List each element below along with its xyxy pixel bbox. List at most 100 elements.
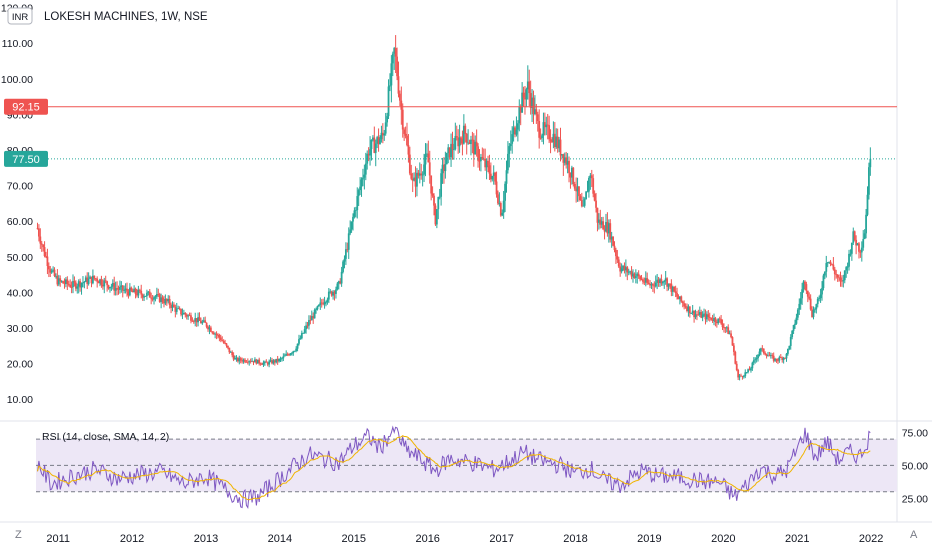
candle-body	[271, 360, 273, 364]
candle-body	[669, 283, 671, 285]
candle-body	[505, 170, 508, 184]
candle-body	[327, 291, 330, 300]
candle-body	[526, 81, 529, 90]
candle-body	[630, 271, 633, 277]
candle-body	[754, 359, 757, 361]
candle-body	[286, 354, 289, 355]
candle-body	[548, 125, 551, 140]
candle-body	[758, 351, 761, 355]
candle-body	[82, 282, 84, 284]
candle-body	[723, 327, 725, 328]
candle-body	[244, 359, 246, 362]
candle-body	[704, 313, 707, 320]
candle-body	[94, 278, 97, 280]
candle-body	[80, 283, 83, 288]
candle-body	[208, 327, 211, 330]
candle-body	[55, 275, 57, 277]
last-price-label-bg	[4, 150, 48, 167]
candle-body	[259, 363, 262, 365]
candle-body	[426, 153, 428, 155]
candle-body	[708, 317, 711, 318]
candle-body	[862, 239, 865, 248]
candle-body	[542, 122, 545, 136]
candle-body	[562, 154, 565, 163]
candle-body	[623, 265, 626, 271]
timezone-toggle-button[interactable]: Z	[15, 529, 22, 541]
candle-body	[782, 357, 785, 361]
candle-body	[435, 209, 438, 225]
candle-body	[130, 287, 133, 291]
candle-body	[258, 359, 261, 364]
candle-body	[833, 269, 836, 275]
candle-body	[268, 361, 271, 365]
candle-body	[59, 278, 62, 282]
symbol-title: LOKESH MACHINES, 1W, NSE	[44, 11, 208, 23]
candle-body	[642, 279, 644, 282]
candle-body	[138, 289, 141, 291]
candle-body	[686, 307, 688, 312]
candle-body	[507, 153, 509, 171]
candle-body	[787, 348, 789, 354]
candle-body	[275, 358, 278, 363]
candle-body	[401, 109, 404, 130]
candle-body	[109, 287, 111, 289]
candle-body	[656, 279, 659, 283]
candle-body	[860, 247, 863, 253]
candle-body	[731, 337, 734, 346]
candle-body	[765, 354, 768, 357]
candle-body	[56, 275, 59, 285]
candle-body	[732, 345, 735, 352]
candle-body	[595, 200, 597, 208]
candle-body	[687, 306, 690, 312]
candle-body	[760, 348, 762, 352]
candle-body	[865, 214, 867, 234]
candle-body	[627, 271, 630, 273]
candle-body	[72, 281, 74, 288]
candle-body	[404, 133, 407, 136]
candle-body	[238, 358, 241, 362]
time-tick-label: 2018	[563, 533, 587, 545]
candle-body	[794, 323, 796, 326]
candle-body	[735, 363, 738, 371]
candle-body	[413, 177, 416, 181]
candle-body	[678, 296, 681, 300]
candle-body	[384, 122, 387, 134]
candle-body	[101, 284, 104, 287]
candle-body	[516, 123, 519, 130]
candle-body	[705, 314, 708, 320]
candle-body	[74, 282, 77, 289]
candle-body	[353, 210, 356, 217]
candle-body	[501, 212, 504, 216]
candle-body	[869, 158, 872, 168]
candle-body	[360, 179, 363, 187]
candle-body	[609, 223, 612, 240]
candle-body	[663, 280, 666, 282]
candle-body	[590, 175, 593, 179]
candle-body	[352, 216, 354, 222]
candle-body	[607, 223, 610, 234]
candle-body	[232, 355, 235, 360]
candle-body	[515, 129, 518, 135]
candle-body	[491, 175, 494, 180]
price-tick-label: 100.00	[1, 74, 33, 86]
candle-body	[40, 243, 43, 245]
candle-body	[364, 163, 367, 175]
candle-body	[133, 288, 136, 293]
candle-body	[306, 325, 309, 327]
candle-body	[680, 296, 683, 302]
candle-body	[124, 288, 127, 291]
candle-body	[812, 310, 815, 318]
candle-body	[511, 134, 514, 144]
candle-body	[245, 361, 248, 363]
candle-body	[698, 312, 701, 315]
candle-body	[485, 160, 488, 168]
candle-body	[806, 290, 809, 297]
candle-body	[184, 312, 187, 315]
candle-body	[182, 312, 185, 315]
candle-body	[850, 242, 853, 254]
candle-body	[484, 158, 487, 168]
auto-scale-button[interactable]: A	[910, 529, 918, 541]
candle-body	[248, 361, 251, 363]
candle-body	[363, 174, 366, 178]
